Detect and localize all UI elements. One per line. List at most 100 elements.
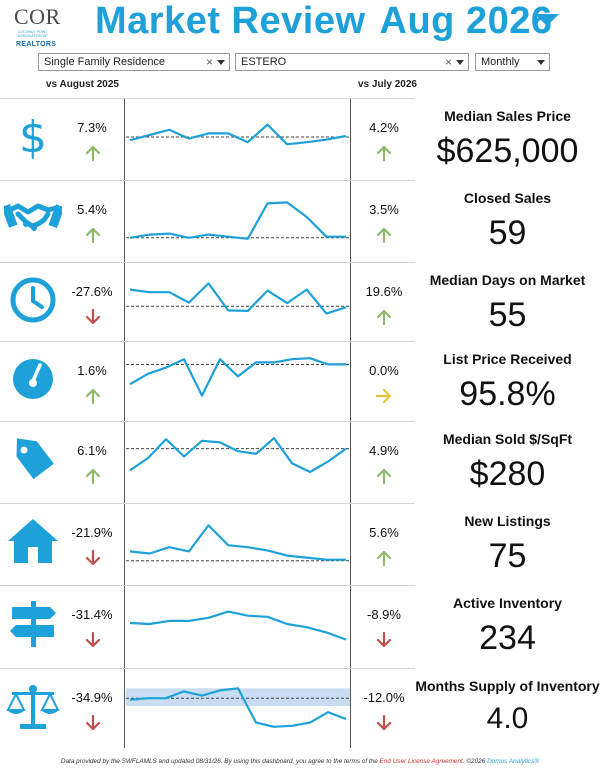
yoy-change: -21.9% xyxy=(71,525,113,540)
mom-down-arrow-icon xyxy=(375,714,393,732)
scale-icon xyxy=(4,678,62,734)
metric-row: 1.6% 0.0% List Price Received 95.8% xyxy=(0,341,600,423)
sparkline-right-border xyxy=(350,98,351,748)
logo-brand: COR xyxy=(14,4,61,29)
metric-name: Closed Sales xyxy=(463,190,552,206)
yoy-change: -34.9% xyxy=(71,690,113,705)
property-type-select[interactable]: Single Family Residence × xyxy=(38,53,230,71)
yoy-down-arrow-icon xyxy=(84,631,102,649)
gauge-icon xyxy=(4,351,62,407)
price-tag-icon xyxy=(4,431,62,487)
metric-name: Median Days on Market xyxy=(429,272,586,288)
metric-value: 59 xyxy=(488,214,527,252)
footer-disclaimer: Data provided by the SWFLAMLS and update… xyxy=(0,758,600,765)
yoy-up-arrow-icon xyxy=(84,226,102,244)
mom-comparison-label: vs July 2026 xyxy=(358,79,417,90)
trend-sparkline xyxy=(126,106,350,171)
metric-value: 234 xyxy=(479,619,536,657)
yoy-down-arrow-icon xyxy=(84,308,102,326)
metric-name: Median Sales Price xyxy=(444,108,571,124)
metric-value: 4.0 xyxy=(486,702,529,735)
svg-text:$: $ xyxy=(19,112,47,163)
yoy-change: 1.6% xyxy=(77,363,107,378)
trend-sparkline xyxy=(126,593,350,658)
mom-flat-arrow-icon xyxy=(375,387,393,405)
row-divider xyxy=(0,98,415,99)
signpost-icon xyxy=(4,595,62,651)
clear-city-icon[interactable]: × xyxy=(444,55,452,69)
property-type-value: Single Family Residence xyxy=(44,56,166,68)
yoy-change: -27.6% xyxy=(71,284,113,299)
yoy-up-arrow-icon xyxy=(84,144,102,162)
yoy-up-arrow-icon xyxy=(84,387,102,405)
trend-sparkline xyxy=(126,270,350,335)
title-part1: Market Review xyxy=(95,0,366,42)
metric-row: 5.4% 3.5% Closed Sales 59 xyxy=(0,180,600,262)
footer-text1: Data provided by the SWFLAMLS and update… xyxy=(60,758,380,765)
mom-up-arrow-icon xyxy=(375,308,393,326)
period-select[interactable]: Monthly xyxy=(475,53,550,71)
period-value: Monthly xyxy=(481,56,520,68)
mom-change: -8.9% xyxy=(367,607,401,622)
mom-down-arrow-icon xyxy=(375,631,393,649)
cor-logo: COR COCONUT POINT ASSOCIATION OF REALTOR… xyxy=(8,4,64,50)
sparkline-left-border xyxy=(124,98,125,748)
mom-change: 3.5% xyxy=(369,202,399,217)
yoy-change: 6.1% xyxy=(77,443,107,458)
clear-property-type-icon[interactable]: × xyxy=(205,55,213,69)
yoy-up-arrow-icon xyxy=(84,467,102,485)
page-title: Market Review Aug 2026 xyxy=(95,0,552,43)
metric-name: List Price Received xyxy=(443,351,572,367)
row-divider xyxy=(0,503,415,504)
metric-name: Months Supply of Inventory xyxy=(415,678,600,694)
mom-change: 4.9% xyxy=(369,443,399,458)
trend-sparkline xyxy=(126,188,350,253)
city-value: ESTERO xyxy=(241,56,287,68)
title-part2: Aug 2026 xyxy=(379,0,553,42)
logo-subtitle: COCONUT POINT ASSOCIATION OF xyxy=(18,30,48,38)
metric-name: Median Sold $/SqFt xyxy=(442,431,573,447)
metric-value: 95.8% xyxy=(459,375,556,413)
mom-change: 5.6% xyxy=(369,525,399,540)
mom-change: 0.0% xyxy=(369,363,399,378)
row-divider xyxy=(0,262,415,263)
city-select[interactable]: ESTERO × xyxy=(235,53,469,71)
metric-value: $625,000 xyxy=(436,132,579,170)
logo-realtors: REALTORS xyxy=(16,41,57,48)
trend-sparkline xyxy=(126,429,350,494)
metric-value: 55 xyxy=(488,296,527,334)
row-divider xyxy=(0,180,415,181)
mom-change: -12.0% xyxy=(363,690,405,705)
row-divider xyxy=(0,421,415,422)
title-dropdown-caret-icon[interactable] xyxy=(535,14,559,26)
mom-up-arrow-icon xyxy=(375,144,393,162)
mom-up-arrow-icon xyxy=(375,467,393,485)
footer-text2: . ©2026 xyxy=(462,758,488,765)
trend-sparkline xyxy=(126,676,350,741)
yoy-down-arrow-icon xyxy=(84,549,102,567)
metric-row: $7.3% 4.2% Median Sales Price $625,000 xyxy=(0,98,600,180)
footer-brand[interactable]: Domus Analytics® xyxy=(487,758,540,765)
metric-row: 6.1% 4.9% Median Sold $/SqFt $280 xyxy=(0,421,600,503)
metric-value: 75 xyxy=(488,537,527,575)
property-type-dropdown-icon[interactable] xyxy=(217,60,225,65)
mom-change: 19.6% xyxy=(365,284,403,299)
eula-link[interactable]: End User License Agreement xyxy=(379,758,463,765)
yoy-change: -31.4% xyxy=(71,607,113,622)
city-dropdown-icon[interactable] xyxy=(456,60,464,65)
row-divider xyxy=(0,585,415,586)
trend-sparkline xyxy=(126,511,350,576)
metric-name: New Listings xyxy=(464,513,551,529)
metric-row: -27.6% 19.6% Median Days on Market 55 xyxy=(0,262,600,344)
row-divider xyxy=(0,341,415,342)
house-icon xyxy=(4,513,62,569)
yoy-change: 7.3% xyxy=(77,120,107,135)
mom-up-arrow-icon xyxy=(375,549,393,567)
yoy-comparison-label: vs August 2025 xyxy=(46,79,119,90)
mom-up-arrow-icon xyxy=(375,226,393,244)
metric-value: $280 xyxy=(469,455,546,493)
mom-change: 4.2% xyxy=(369,120,399,135)
metric-row: -31.4% -8.9% Active Inventory 234 xyxy=(0,585,600,667)
yoy-change: 5.4% xyxy=(77,202,107,217)
period-dropdown-icon[interactable] xyxy=(537,60,545,65)
